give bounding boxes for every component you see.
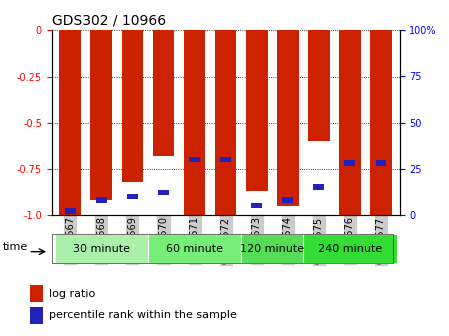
Bar [215, 31, 237, 215]
Bar [277, 31, 299, 206]
Bar [59, 31, 81, 215]
Bar [189, 157, 200, 162]
Bar [158, 190, 169, 196]
Bar [282, 197, 293, 203]
Bar [339, 31, 361, 215]
Bar [122, 31, 143, 182]
Bar [370, 31, 392, 215]
Bar [96, 197, 107, 203]
FancyBboxPatch shape [303, 234, 396, 263]
Bar [30, 285, 43, 302]
Bar [344, 161, 355, 166]
Text: percentile rank within the sample: percentile rank within the sample [49, 310, 237, 321]
FancyBboxPatch shape [148, 234, 241, 263]
Bar [153, 31, 174, 156]
Bar [90, 31, 112, 200]
Bar [220, 157, 231, 162]
FancyBboxPatch shape [241, 234, 303, 263]
Text: time: time [3, 242, 28, 252]
Bar [184, 31, 206, 215]
Text: 240 minute: 240 minute [318, 244, 382, 254]
Bar [30, 307, 43, 324]
Bar [65, 208, 76, 214]
Bar [251, 203, 262, 208]
Text: 60 minute: 60 minute [166, 244, 223, 254]
Text: 120 minute: 120 minute [240, 244, 304, 254]
Text: 30 minute: 30 minute [73, 244, 130, 254]
Text: GDS302 / 10966: GDS302 / 10966 [52, 14, 166, 28]
Text: log ratio: log ratio [49, 289, 95, 299]
Bar [127, 194, 138, 199]
Bar [375, 161, 387, 166]
Bar [313, 184, 324, 190]
FancyBboxPatch shape [55, 234, 148, 263]
Bar [308, 31, 330, 141]
Bar [246, 31, 268, 191]
